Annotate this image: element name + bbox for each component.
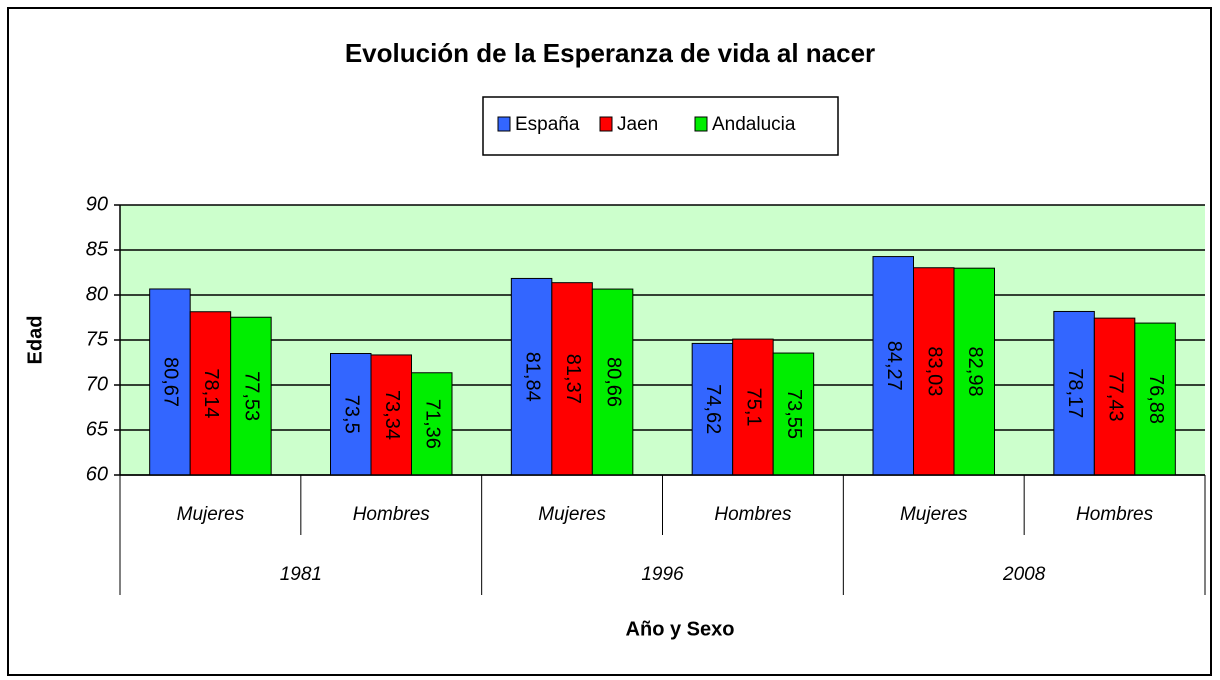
data-label: 80,66 [602, 357, 624, 407]
x-tick-label: Mujeres [900, 504, 968, 525]
bar [1093, 317, 1136, 476]
x-tick-label: Mujeres [538, 504, 606, 525]
data-label: 73,34 [381, 390, 403, 440]
bar [591, 288, 634, 476]
bar [1134, 322, 1176, 476]
legend-swatch [599, 116, 613, 132]
bar [872, 256, 914, 476]
bar [1053, 310, 1095, 476]
legend-label: España [515, 114, 580, 135]
bar [370, 354, 412, 476]
data-label: 81,84 [521, 352, 543, 402]
y-tick-label: 75 [86, 328, 109, 350]
y-tick-label: 60 [86, 463, 108, 485]
bar [772, 352, 815, 476]
y-tick-label: 80 [86, 283, 108, 305]
data-label: 78,17 [1064, 368, 1086, 418]
bar [510, 277, 553, 476]
data-label: 75,1 [743, 388, 765, 427]
data-label: 76,88 [1145, 374, 1167, 424]
y-tick-label: 90 [86, 193, 108, 215]
data-label: 77,53 [241, 371, 263, 421]
legend-swatch [497, 116, 511, 132]
bar [149, 288, 191, 476]
group-label: 1996 [641, 564, 684, 585]
bar [230, 316, 272, 476]
chart-title: Evolución de la Esperanza de vida al nac… [345, 38, 875, 68]
data-label: 77,43 [1104, 372, 1126, 422]
y-tick-label: 70 [86, 373, 108, 395]
x-tick-label: Mujeres [177, 504, 245, 525]
bar [189, 311, 232, 476]
data-label: 84,27 [883, 341, 905, 391]
data-label: 71,36 [421, 399, 443, 449]
x-tick-label: Hombres [353, 504, 431, 525]
bar [732, 338, 774, 476]
x-axis-label: Año y Sexo [626, 618, 735, 640]
bar [953, 267, 995, 476]
y-tick-label: 65 [86, 418, 109, 440]
y-axis-label: Edad [24, 316, 46, 365]
data-label: 83,03 [923, 346, 945, 396]
data-label: 73,5 [340, 395, 362, 434]
data-label: 73,55 [783, 389, 805, 439]
group-label: 1981 [280, 564, 322, 585]
group-label: 2008 [1002, 564, 1046, 585]
data-label: 78,14 [200, 368, 222, 418]
y-tick-label: 85 [86, 238, 109, 260]
data-label: 74,62 [702, 384, 724, 434]
legend-swatch [694, 116, 708, 132]
legend-label: Andalucia [712, 114, 796, 135]
legend-box [482, 96, 839, 156]
bar [913, 267, 955, 476]
x-tick-label: Hombres [714, 504, 792, 525]
bar [411, 372, 453, 476]
legend-label: Jaen [617, 114, 658, 135]
data-label: 82,98 [964, 347, 986, 397]
data-label: 81,37 [562, 354, 584, 404]
data-label: 80,67 [160, 357, 182, 407]
x-tick-label: Hombres [1076, 504, 1154, 525]
